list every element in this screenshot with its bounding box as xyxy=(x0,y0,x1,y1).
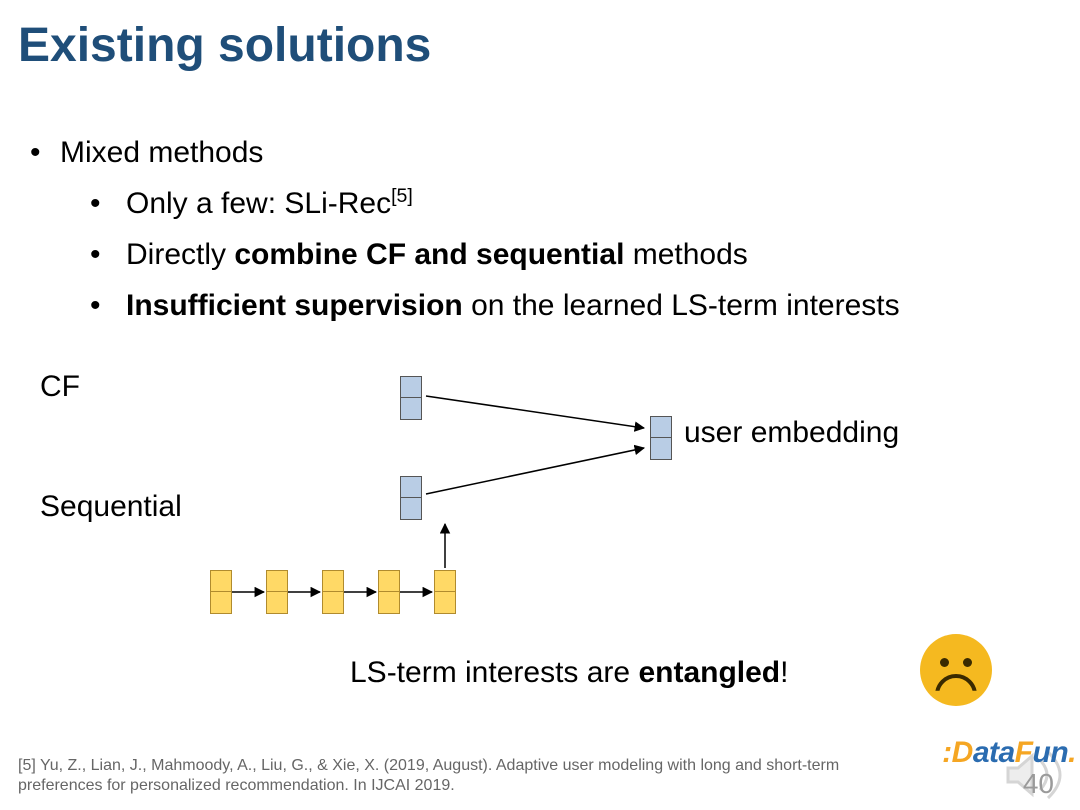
bullet-l2b-bold: combine CF and sequential xyxy=(234,238,624,271)
orange-vector xyxy=(434,570,456,614)
label-sequential: Sequential xyxy=(40,490,182,524)
bullet-l2b-post: methods xyxy=(624,238,747,271)
frown-icon xyxy=(920,634,992,706)
blue-vector xyxy=(400,376,422,420)
orange-vector xyxy=(378,570,400,614)
bullet-l2b-pre: Directly xyxy=(126,238,234,271)
blue-vector xyxy=(650,416,672,460)
blue-vector xyxy=(400,476,422,520)
slide-number: 40 xyxy=(1023,768,1054,800)
label-user-embedding: user embedding xyxy=(684,416,899,450)
bullet-l2c: Insufficient supervision on the learned … xyxy=(30,283,900,328)
bullet-l2c-bold: Insufficient supervision xyxy=(126,289,463,322)
bullet-l2b: Directly combine CF and sequential metho… xyxy=(30,232,900,277)
diagram-arrows xyxy=(0,360,1080,700)
caption: LS-term interests are entangled! xyxy=(350,656,788,690)
caption-post: ! xyxy=(780,656,788,689)
diagram: CF Sequential user embedding xyxy=(0,360,1080,700)
slide-title: Existing solutions xyxy=(18,18,431,73)
orange-vector xyxy=(322,570,344,614)
bullet-l2c-post: on the learned LS-term interests xyxy=(463,289,900,322)
bullet-l2a: Only a few: SLi-Rec[5] xyxy=(30,181,900,226)
bullet-list: Mixed methods Only a few: SLi-Rec[5] Dir… xyxy=(30,130,900,328)
bullet-l1-text: Mixed methods xyxy=(60,136,263,169)
citation: [5] Yu, Z., Lian, J., Mahmoody, A., Liu,… xyxy=(18,756,920,796)
bullet-l2a-pre: Only a few: SLi-Rec xyxy=(126,187,391,220)
label-cf: CF xyxy=(40,370,80,404)
logo-datafun: :DataFun. xyxy=(942,736,1076,770)
caption-bold: entangled xyxy=(638,656,780,689)
bullet-l1: Mixed methods xyxy=(30,130,900,175)
bullet-l2a-sup: [5] xyxy=(391,185,413,207)
caption-pre: LS-term interests are xyxy=(350,656,638,689)
orange-vector xyxy=(210,570,232,614)
orange-vector xyxy=(266,570,288,614)
